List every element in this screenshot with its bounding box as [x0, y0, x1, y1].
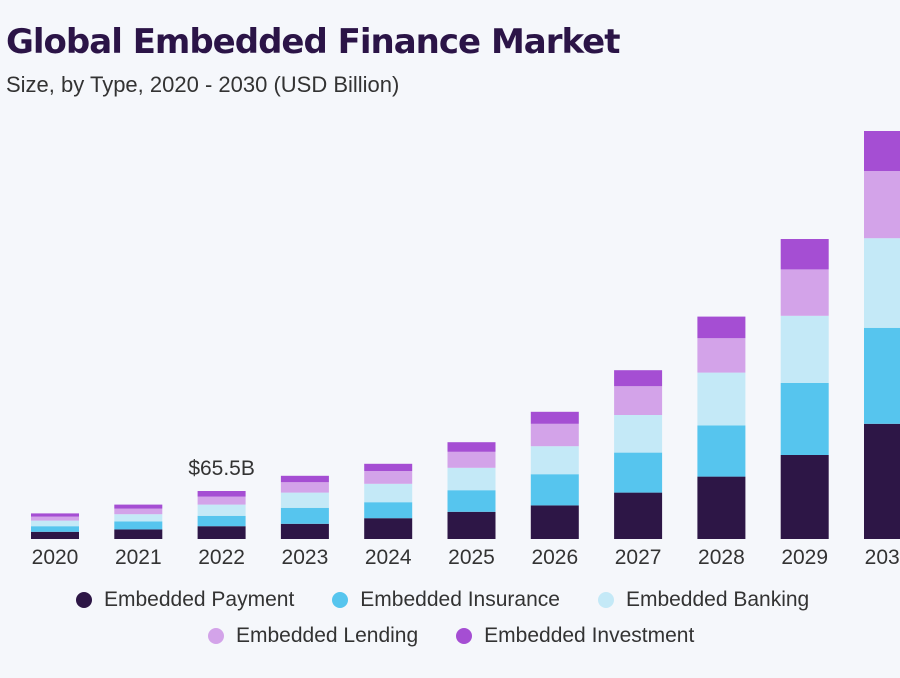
bar-segment	[280, 492, 329, 508]
bar-segment	[280, 482, 329, 493]
bar-segment	[31, 516, 79, 521]
bar-segment	[614, 452, 663, 493]
bar-segment	[114, 514, 163, 522]
bar-segment	[697, 476, 746, 539]
bar-segment	[780, 239, 829, 270]
legend-label: Embedded Lending	[236, 624, 419, 647]
bar-segment	[447, 490, 496, 512]
bar-segment	[697, 316, 746, 339]
bar-segment	[530, 505, 579, 539]
x-tick-label: 2025	[448, 546, 495, 569]
legend-row: Embedded Payment Embedded Insurance Embedd…	[76, 588, 847, 614]
bar-segment	[864, 238, 900, 328]
bar-segment	[447, 511, 496, 539]
bar-segment	[197, 526, 246, 539]
bar-segment	[364, 471, 413, 484]
legend-item: Embedded Payment	[76, 588, 294, 612]
bar-segment	[614, 386, 663, 415]
bar-segment	[697, 372, 746, 426]
bar-segment	[447, 467, 496, 491]
legend-swatch	[332, 592, 349, 608]
bar-segment	[197, 515, 246, 527]
bar-segment	[697, 338, 746, 373]
legend-swatch	[597, 592, 614, 608]
x-tick-label: 2027	[615, 546, 662, 569]
bar-segment	[31, 526, 79, 532]
bar-segment	[447, 451, 496, 468]
legend-item: Embedded Insurance	[332, 588, 560, 612]
bar-segment	[31, 531, 79, 539]
bar-segment	[364, 518, 413, 539]
bar-segment	[780, 383, 829, 455]
legend-row: Embedded Lending Embedded Investment	[208, 624, 732, 650]
bar-segment	[280, 507, 329, 524]
x-tick-label: 2030	[865, 546, 900, 569]
bar-segment	[864, 327, 900, 424]
bar-segment	[197, 504, 246, 516]
bar-segment	[280, 523, 329, 539]
bar-segment	[864, 131, 900, 171]
data-label: $65.5B	[188, 457, 255, 480]
bar-segment	[447, 442, 496, 452]
bar-segment	[31, 520, 79, 527]
legend-swatch	[456, 628, 473, 644]
x-tick-label: 2021	[115, 546, 162, 569]
bar-segment	[864, 423, 900, 539]
stacked-bar-chart: 2020 2021 2022 2023 2024 2025 2026 2027 2028 2029…	[31, 131, 900, 569]
x-tick-label: 2022	[198, 546, 245, 569]
x-tick-label: 2028	[698, 546, 745, 569]
legend-label: Embedded Payment	[104, 588, 295, 611]
x-tick-label: 2024	[365, 546, 412, 569]
bar-segment	[31, 513, 79, 517]
x-tick-label: 2029	[781, 546, 828, 569]
bar-segment	[697, 425, 746, 477]
bar-segment	[114, 508, 163, 515]
bar-segment	[114, 504, 163, 509]
bar-segment	[114, 529, 163, 539]
bar-segment	[280, 475, 329, 483]
legend-label: Embedded Banking	[625, 588, 810, 611]
chart-title: Global Embedded Finance Market	[6, 22, 620, 62]
x-tick-label: 2026	[531, 546, 578, 569]
bar-segment	[530, 411, 579, 424]
legend-swatch	[76, 592, 92, 608]
bar-segment	[364, 483, 413, 503]
bar-segment	[864, 171, 900, 239]
legend-label: Embedded Insurance	[360, 588, 560, 611]
bar-segment	[614, 370, 663, 387]
bar-segment	[780, 315, 829, 383]
legend-item: Embedded Investment	[456, 624, 694, 648]
bar-segment	[614, 415, 663, 453]
legend-item: Embedded Banking	[597, 588, 810, 612]
bar-segment	[530, 423, 579, 447]
bar-segment	[364, 502, 413, 519]
chart-subtitle: Size, by Type, 2020 - 2030 (USD Billion)	[6, 72, 400, 97]
bar-segment	[530, 474, 579, 506]
legend-item: Embedded Lending	[208, 624, 418, 648]
bar-segment	[197, 496, 246, 505]
legend-swatch	[208, 628, 224, 644]
bar-segment	[614, 492, 663, 539]
bar-segment	[530, 446, 579, 475]
bar-segment	[364, 463, 413, 471]
bar-segment	[780, 455, 829, 539]
legend-label: Embedded Investment	[484, 624, 695, 647]
bar-segment	[114, 521, 163, 530]
bar-segment	[197, 491, 246, 497]
x-tick-label: 2023	[282, 546, 329, 569]
x-tick-label: 2020	[32, 546, 79, 569]
bar-segment	[780, 269, 829, 316]
